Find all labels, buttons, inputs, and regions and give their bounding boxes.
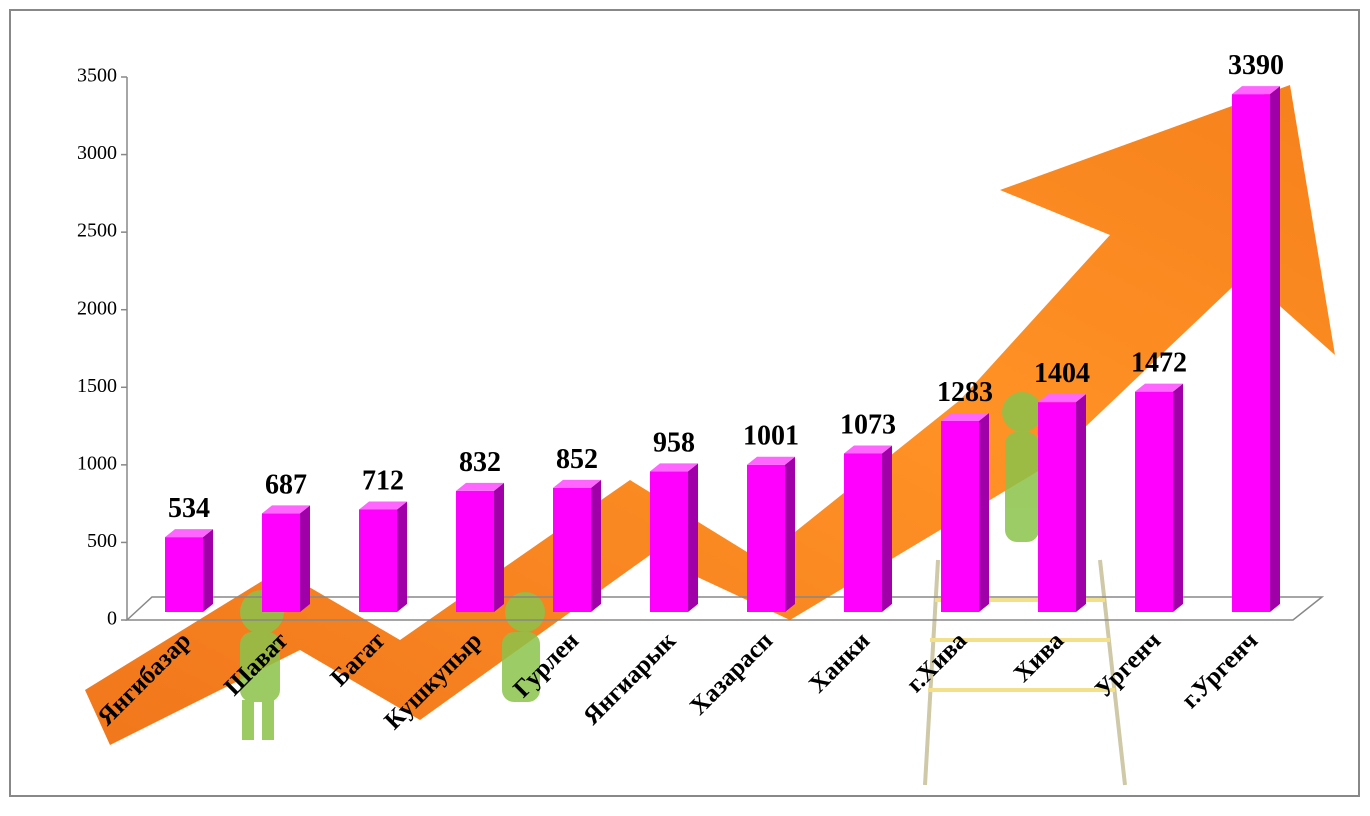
bar-face bbox=[591, 479, 601, 612]
bar bbox=[359, 501, 407, 612]
bar-face bbox=[785, 456, 795, 612]
bar-face bbox=[262, 505, 310, 514]
bar-face bbox=[1232, 86, 1280, 95]
bar-face bbox=[1038, 394, 1086, 403]
bar-face bbox=[456, 490, 494, 612]
bar-face bbox=[882, 445, 892, 612]
bar-face bbox=[203, 529, 213, 612]
y-tick-label: 1500 bbox=[77, 375, 117, 397]
bar-face bbox=[456, 482, 504, 491]
bar bbox=[747, 456, 795, 612]
y-tick-label: 3500 bbox=[77, 65, 117, 87]
y-tick-label: 2500 bbox=[77, 220, 117, 242]
bar-face bbox=[1076, 394, 1086, 612]
bar-face bbox=[1135, 391, 1173, 612]
bar-face bbox=[262, 513, 300, 612]
bar bbox=[844, 445, 892, 612]
bar-face bbox=[747, 456, 795, 465]
data-label: 712 bbox=[362, 466, 404, 497]
bar-face bbox=[1173, 383, 1183, 612]
bar bbox=[165, 529, 213, 612]
data-label: 1404 bbox=[1034, 358, 1090, 389]
bar-face bbox=[553, 479, 601, 488]
data-label: 832 bbox=[459, 447, 501, 478]
bar-face bbox=[397, 501, 407, 612]
bar-face bbox=[979, 412, 989, 612]
bar-face bbox=[747, 464, 785, 612]
bar bbox=[456, 482, 504, 612]
data-label: 958 bbox=[653, 427, 695, 458]
bar-face bbox=[1232, 94, 1270, 612]
bar-face bbox=[553, 487, 591, 612]
bar-face bbox=[844, 445, 892, 454]
bar-face bbox=[494, 482, 504, 612]
bar bbox=[1038, 394, 1086, 612]
bar bbox=[650, 463, 698, 612]
bar-face bbox=[1135, 383, 1183, 392]
bar-face bbox=[844, 453, 882, 612]
data-label: 852 bbox=[556, 444, 598, 475]
data-label: 1001 bbox=[743, 421, 799, 452]
bar-face bbox=[1270, 86, 1280, 612]
bar-face bbox=[688, 463, 698, 612]
bar-face bbox=[300, 505, 310, 612]
bar-face bbox=[941, 412, 989, 421]
data-label: 534 bbox=[168, 493, 210, 524]
y-tick-label: 1000 bbox=[77, 452, 117, 474]
y-tick-label: 3000 bbox=[77, 142, 117, 164]
data-label: 1073 bbox=[840, 410, 896, 441]
bar bbox=[262, 505, 310, 612]
y-tick-label: 2000 bbox=[77, 297, 117, 319]
data-label: 1283 bbox=[937, 377, 993, 408]
bar-face bbox=[165, 537, 203, 612]
bar bbox=[1232, 86, 1280, 612]
bar bbox=[941, 412, 989, 612]
bar-face bbox=[359, 509, 397, 612]
bar bbox=[1135, 383, 1183, 612]
bar-face bbox=[1038, 402, 1076, 612]
data-label: 3390 bbox=[1228, 50, 1284, 81]
bar-face bbox=[359, 501, 407, 510]
data-label: 1472 bbox=[1131, 348, 1187, 379]
y-tick-label: 500 bbox=[87, 530, 117, 552]
y-tick-label: 0 bbox=[107, 608, 117, 630]
floor bbox=[125, 596, 1325, 621]
bar-face bbox=[650, 463, 698, 472]
bar-face bbox=[650, 471, 688, 612]
data-label: 687 bbox=[265, 469, 307, 500]
bar-face bbox=[165, 529, 213, 538]
bar-face bbox=[941, 420, 979, 612]
bar bbox=[553, 479, 601, 612]
